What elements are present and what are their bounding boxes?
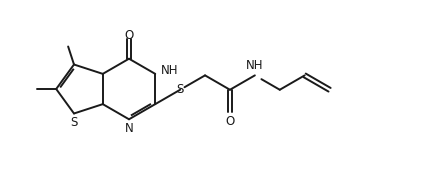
Text: S: S <box>70 116 78 129</box>
Text: S: S <box>176 83 184 96</box>
Text: O: O <box>225 115 235 128</box>
Text: NH: NH <box>246 59 264 72</box>
Text: N: N <box>124 122 133 135</box>
Text: NH: NH <box>161 64 178 77</box>
Text: O: O <box>124 29 134 42</box>
